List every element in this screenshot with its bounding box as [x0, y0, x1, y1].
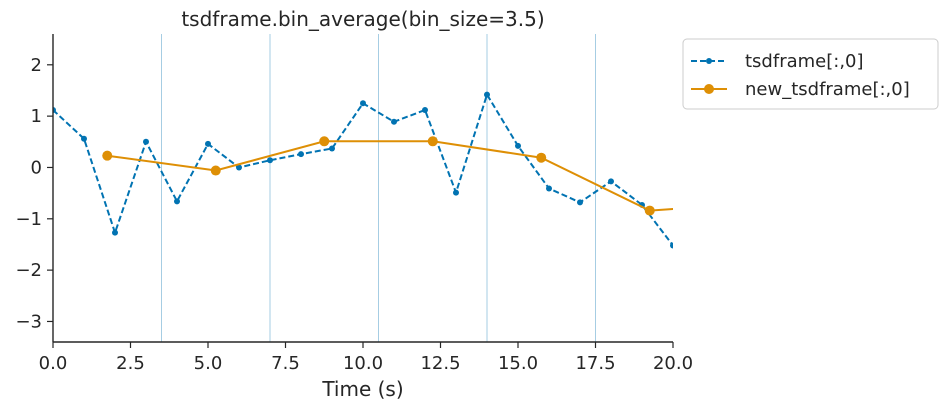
legend-marker-1: [704, 84, 714, 94]
series-0-point-7: [267, 157, 273, 164]
series-line-0: [53, 92, 673, 247]
legend-marker-0: [706, 58, 712, 64]
series-0-point-8: [298, 151, 304, 158]
x-tick-label-8: 20.0: [653, 353, 693, 374]
series-0-point-16: [546, 185, 552, 192]
y-axis-ticks: −3 −2 −1 0 1 2: [15, 55, 53, 332]
chart-title: tsdframe.bin_average(bin_size=3.5): [181, 7, 544, 31]
series-0-point-3: [143, 138, 149, 145]
axes: [52, 34, 673, 343]
series-0-point-15: [515, 142, 521, 149]
y-tick-label-1: −2: [15, 260, 42, 281]
series-0-point-17: [577, 199, 583, 206]
series-0-point-1: [81, 135, 87, 142]
x-tick-label-5: 12.5: [420, 353, 460, 374]
legend-label-1: new_tsdframe[:,0]: [745, 79, 910, 100]
x-tick-label-2: 5.0: [194, 353, 223, 374]
series-1-point-3: [427, 136, 438, 147]
series-0-point-12: [422, 106, 428, 113]
bin-edge-lines: [161, 34, 596, 342]
series-1-point-0: [102, 150, 113, 161]
series-0-point-10: [360, 100, 366, 107]
y-tick-label-2: −1: [15, 209, 42, 230]
x-tick-label-6: 15.0: [498, 353, 538, 374]
y-tick-label-5: 2: [31, 55, 42, 76]
x-tick-label-4: 10.0: [343, 353, 383, 374]
series-0-point-5: [205, 140, 211, 147]
legend-label-0: tsdframe[:,0]: [745, 51, 864, 72]
series-0-point-2: [112, 229, 118, 236]
y-tick-label-3: 0: [31, 157, 42, 178]
legend: tsdframe[:,0] new_tsdframe[:,0]: [682, 38, 939, 110]
series-layer: [53, 91, 709, 249]
series-1-point-5: [644, 205, 655, 216]
x-tick-label-3: 7.5: [271, 353, 300, 374]
series-0-point-11: [391, 118, 397, 125]
legend-box: [682, 38, 939, 110]
x-axis-label: Time (s): [321, 377, 403, 401]
series-1-point-4: [536, 152, 547, 163]
series-0-point-20: [670, 242, 673, 249]
x-tick-label-0: 0.0: [39, 353, 68, 374]
series-0-point-0: [53, 106, 56, 113]
series-line-1: [107, 140, 673, 212]
series-0-point-14: [484, 91, 490, 98]
series-0-point-9: [329, 145, 335, 152]
series-1-point-2: [319, 136, 330, 147]
x-tick-label-1: 2.5: [116, 353, 145, 374]
series-0-point-13: [453, 189, 459, 196]
series-1-point-1: [210, 165, 221, 176]
x-axis-ticks: 0.0 2.5 5.0 7.5 10.0 12.5 15.0 17.5 20.0: [39, 342, 693, 374]
y-tick-label-0: −3: [15, 311, 42, 332]
series-1-point-6: [699, 202, 709, 212]
series-0-point-6: [236, 164, 242, 171]
series-0-point-4: [174, 198, 180, 205]
y-tick-label-4: 1: [31, 106, 42, 127]
series-0-point-18: [608, 178, 614, 185]
x-tick-label-7: 17.5: [575, 353, 615, 374]
